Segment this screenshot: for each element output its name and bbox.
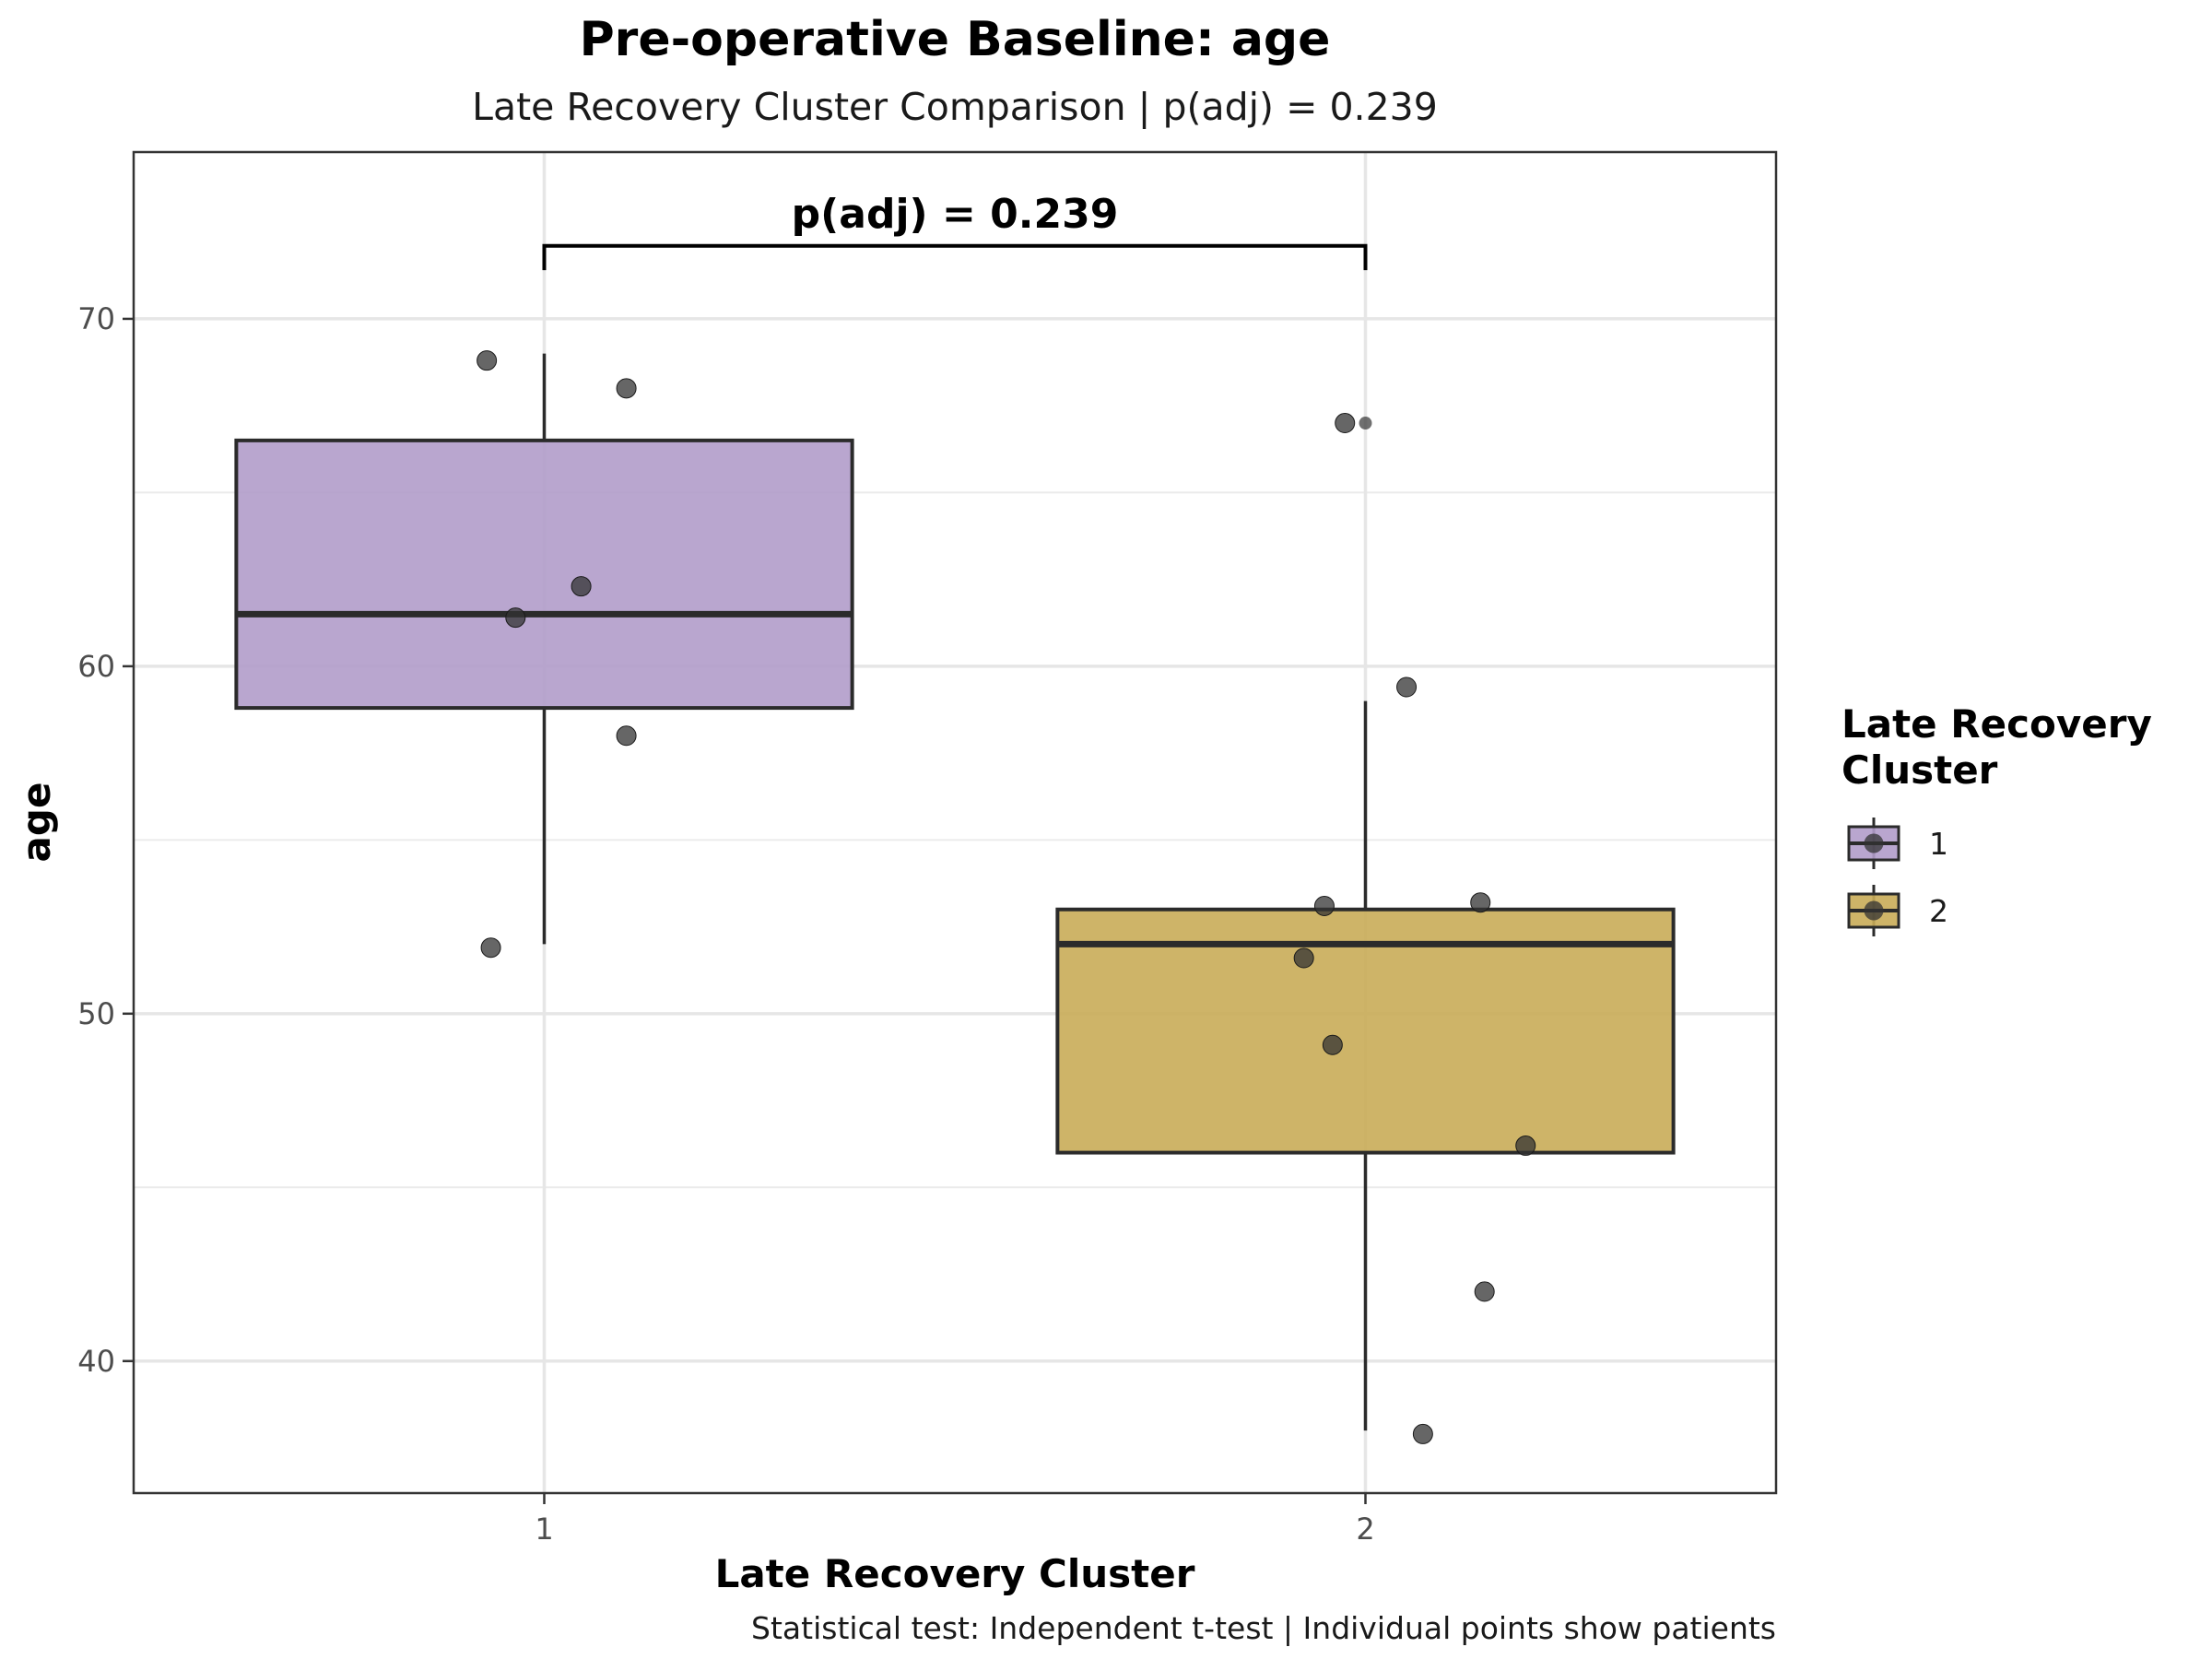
significance-label: p(adj) = 0.239 [792, 191, 1119, 238]
y-tick-label: 40 [77, 1344, 115, 1379]
chart-title: Pre-operative Baseline: age [580, 12, 1331, 67]
plot-border [132, 150, 1778, 1495]
patient-point [1313, 895, 1335, 916]
patient-point [1293, 947, 1314, 969]
x-axis-title: Late Recovery Cluster [715, 1551, 1195, 1596]
patient-point [616, 725, 637, 747]
legend-label-2: 2 [1929, 893, 1948, 929]
plot-area: p(adj) = 0.239 40 50 60 70 1 2 [77, 150, 1778, 1547]
x-tick-label: 1 [535, 1512, 553, 1547]
legend-title-line-1: Late Recovery [1841, 701, 2152, 747]
box-cluster-2 [1055, 907, 1676, 1155]
patient-point [571, 576, 592, 597]
patient-point [1515, 1135, 1536, 1157]
box-cluster-1 [234, 438, 854, 711]
y-tick-label: 70 [77, 301, 115, 336]
patient-point [1470, 892, 1491, 913]
plot-background [134, 152, 1776, 1493]
patient-point [1322, 1034, 1343, 1055]
x-tick-label: 2 [1356, 1512, 1374, 1547]
y-tick-label: 50 [77, 996, 115, 1031]
chart-subtitle: Late Recovery Cluster Comparison | p(adj… [472, 85, 1438, 129]
patient-point [505, 607, 526, 629]
patient-point [477, 350, 498, 371]
patient-point [1396, 677, 1418, 698]
outlier-point [1359, 417, 1372, 430]
patient-point [1412, 1423, 1433, 1444]
y-tick-label: 60 [77, 649, 115, 684]
legend-label-1: 1 [1929, 826, 1948, 862]
chart-caption: Statistical test: Independent t-test | I… [751, 1610, 1776, 1646]
legend-key-point [1864, 900, 1884, 921]
significance-bracket [542, 243, 1368, 271]
legend-title-line-2: Cluster [1841, 747, 1998, 793]
y-axis-title: age [14, 782, 59, 863]
legend: Late Recovery Cluster 1 2 [1841, 701, 2152, 936]
patient-point [616, 378, 637, 399]
patient-point [1335, 413, 1356, 434]
patient-point [1474, 1281, 1495, 1302]
patient-point [480, 937, 501, 959]
legend-key-point [1864, 833, 1884, 853]
